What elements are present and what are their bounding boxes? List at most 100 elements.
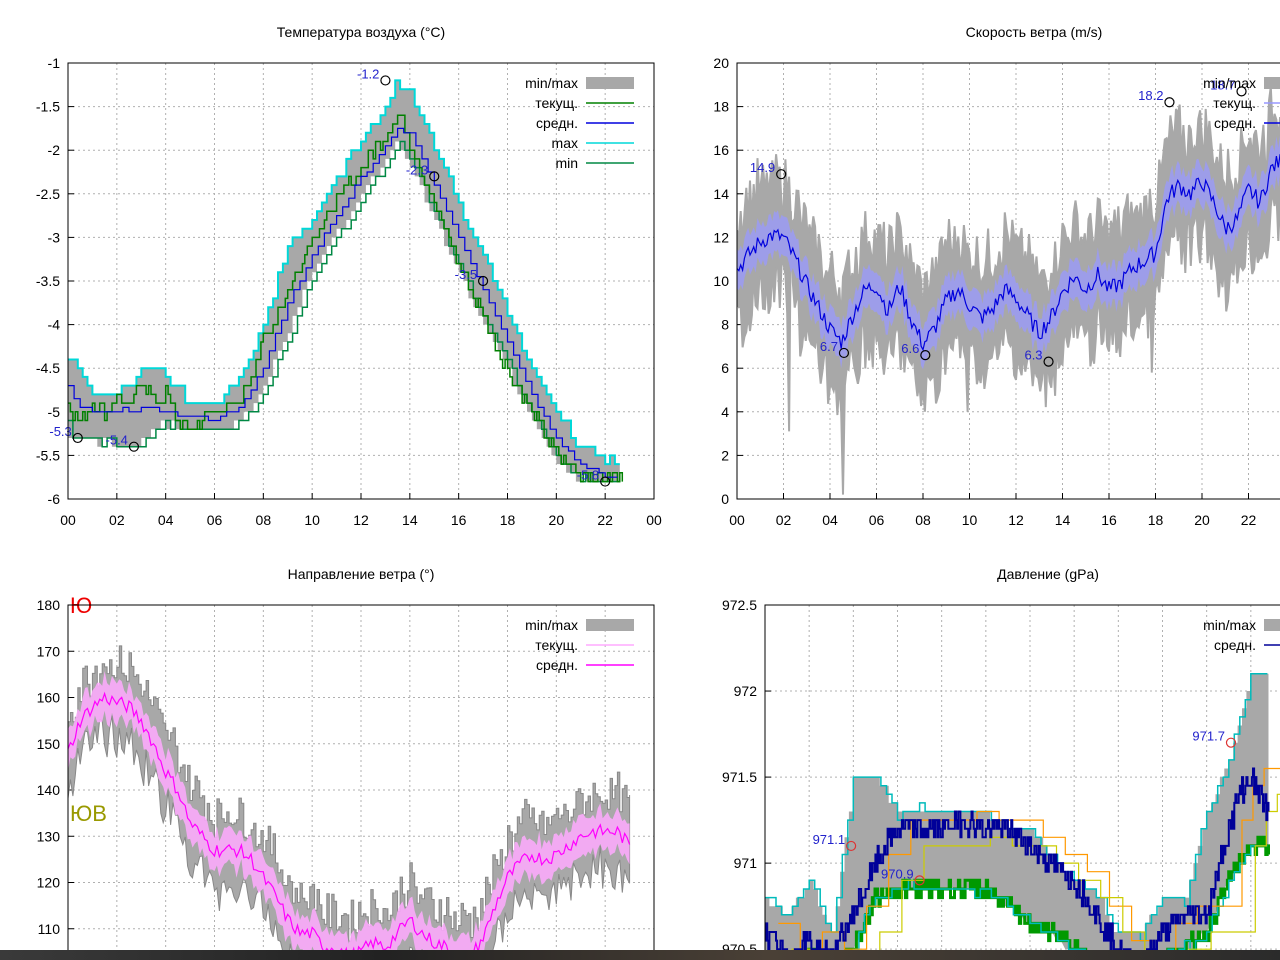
temp-xtick-label: 16	[451, 512, 467, 528]
wind-frame	[736, 62, 1280, 500]
dir-grid	[68, 605, 654, 960]
temp-minmax-band	[68, 80, 620, 482]
temp-ytick-label: -2.5	[36, 186, 60, 202]
wind-legend-label: min/max	[1203, 75, 1256, 91]
wind-annotation-label: 18.2	[1138, 88, 1163, 103]
temp-annotation-label: -2.3	[406, 162, 428, 177]
wind-xtick-label: 08	[915, 512, 931, 528]
dir-ytick-label: 150	[37, 736, 61, 752]
temp-xtick-label: 10	[304, 512, 320, 528]
temp-ytick-label: -5.5	[36, 447, 60, 463]
press-legend-label: средн.	[1214, 637, 1256, 653]
temp-annotation-label: -5.8	[577, 468, 599, 483]
temp-ytick-label: -4.5	[36, 360, 60, 376]
dir-legend-label: средн.	[536, 657, 578, 673]
press-plot	[765, 673, 1280, 960]
wind-ytick-label: 14	[713, 186, 729, 202]
wind-ytick-label: 16	[713, 142, 729, 158]
wind-annotation-marker	[1164, 97, 1175, 108]
temp-xtick-label: 20	[549, 512, 565, 528]
press-annotation-label: 970.9	[881, 866, 914, 881]
temp-xtick-label: 12	[353, 512, 369, 528]
wind-annotation-label: 6.3	[1024, 348, 1042, 363]
wind-legend-label: текущ.	[1213, 95, 1256, 111]
wind-legend-swatch	[1264, 77, 1280, 89]
wind-plot	[737, 86, 1280, 495]
press-ytick-label: 971	[734, 855, 758, 871]
press-ytick-label: 971.5	[722, 769, 757, 785]
wind-legend-label: средн.	[1214, 115, 1256, 131]
temp-xtick-label: 08	[256, 512, 272, 528]
wind-xtick-label: 04	[822, 512, 838, 528]
temp-legend-label: средн.	[536, 115, 578, 131]
temp-current-line	[68, 114, 624, 483]
temp-ytick-label: -1	[48, 55, 61, 71]
wind-title: Скорость ветра (m/s)	[966, 24, 1103, 40]
temp-annotation-marker	[72, 432, 83, 444]
temp-ytick-label: -1.5	[36, 99, 60, 115]
temp-frame	[67, 62, 655, 500]
wind-ytick-label: 20	[713, 55, 729, 71]
temp-legend-label: min/max	[525, 75, 578, 91]
dir-plot	[68, 645, 631, 960]
temp-legend: min/max текущ. средн. max min	[525, 75, 634, 171]
temp-legend-label: текущ.	[535, 95, 578, 111]
wind-ytick-label: 18	[713, 99, 729, 115]
temp-annotation-marker	[600, 476, 611, 487]
wind-mean-line	[737, 154, 1280, 352]
temp-ytick-label: -6	[48, 491, 61, 507]
temp-xtick-label: 04	[158, 512, 174, 528]
temp-annotation-label: -1.2	[357, 66, 379, 81]
wind-annotation-label: 18.7	[1210, 77, 1235, 92]
temp-annotation-marker	[128, 441, 140, 452]
press-annotation-label: 971.1	[813, 832, 846, 847]
wind-xtick-label: 10	[962, 512, 978, 528]
temp-annotation-marker	[477, 275, 489, 287]
wind-ytick-label: 6	[721, 360, 729, 376]
press-legend-label: min/max	[1203, 617, 1256, 633]
press-ytick-label: 972	[734, 683, 758, 699]
temp-annotation-label: -5.3	[49, 424, 71, 439]
wind-xtick-label: 06	[869, 512, 885, 528]
dir-ytick-label: 110	[38, 921, 61, 937]
wind-legend: min/max текущ. средн.	[1203, 75, 1280, 131]
dir-legend-label: текущ.	[535, 637, 578, 653]
dir-ytick-label: 130	[37, 828, 61, 844]
temp-legend-label: max	[552, 135, 578, 151]
dir-legend-swatch	[586, 619, 634, 631]
press-annotation-label: 971.7	[1192, 729, 1225, 744]
press-mean-line	[765, 767, 1270, 960]
press-max-line	[765, 673, 1268, 942]
wind-ytick-label: 12	[713, 229, 729, 245]
wind-xtick-label: 20	[1194, 512, 1210, 528]
press-chart: Давление (gPa)972.5972971.5971970.5971.1…	[722, 566, 1280, 960]
temp-annotation-label: -5.4	[106, 433, 128, 448]
temp-chart: Температура воздуха (°C) -1 -1.5 -2 -2.5 -3 -3…	[36, 24, 662, 528]
wind-xtick-label: 18	[1148, 512, 1164, 528]
temp-xtick-label: 22	[597, 512, 613, 528]
temp-max-line	[68, 79, 620, 466]
temp-ytick-label: -3	[48, 229, 61, 245]
temp-xtick-label: 02	[109, 512, 125, 528]
wind-xtick-label: 22	[1241, 512, 1257, 528]
wind-annotation-label: 14.9	[750, 160, 775, 175]
dir-ytick-label: 170	[37, 643, 61, 659]
wind-annotation-marker	[1236, 86, 1247, 97]
temp-annotation-marker	[380, 75, 391, 86]
temp-ytick-label: -4	[48, 317, 61, 333]
temp-xtick-label: 18	[500, 512, 516, 528]
press-annotation-marker	[846, 840, 857, 852]
temp-xtick-label: 14	[402, 512, 418, 528]
dir-ytick-label: 160	[37, 690, 61, 706]
dir-chart: Направление ветра (°) 180 170 160 150 140 130 1…	[37, 566, 655, 960]
wind-annotation-marker	[776, 169, 787, 180]
wind-annotation-marker	[920, 350, 931, 361]
dir-ytick-label: 120	[37, 875, 61, 891]
press-frame	[764, 604, 1280, 960]
press-trend-line	[778, 767, 1280, 959]
dir-minmax-band	[68, 645, 631, 960]
temp-legend-swatch	[586, 77, 634, 89]
temp-title: Температура воздуха (°C)	[277, 24, 445, 40]
dir-frame	[67, 604, 655, 960]
